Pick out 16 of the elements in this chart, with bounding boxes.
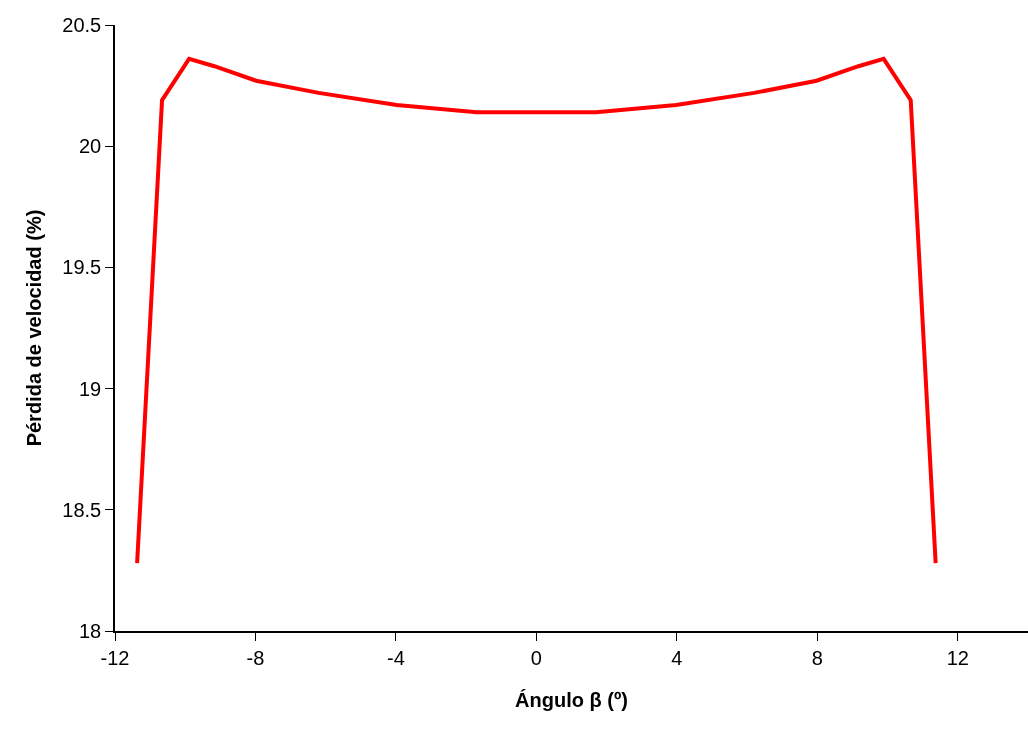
x-tick-label: 0 <box>530 646 542 669</box>
y-tick-label: 19 <box>79 377 102 400</box>
x-tick-label: -4 <box>387 646 405 669</box>
x-tick-label: 12 <box>946 646 969 669</box>
x-tick-label: 8 <box>811 646 823 669</box>
y-tick-label: 18 <box>79 620 102 642</box>
x-tick-label: 4 <box>671 646 683 669</box>
y-tick-label: 19.5 <box>62 256 102 279</box>
y-tick-label: 18.5 <box>62 498 102 521</box>
x-tick-label: -12 <box>100 646 130 669</box>
x-tick-label: -8 <box>246 646 265 669</box>
line-series <box>135 56 938 566</box>
y-axis-title: Pérdida de velocidad (%) <box>23 209 46 447</box>
x-axis-title: Ángulo β (º) <box>515 688 628 711</box>
y-tick-label: 20 <box>79 135 102 158</box>
y-tick-label: 20.5 <box>62 14 102 36</box>
